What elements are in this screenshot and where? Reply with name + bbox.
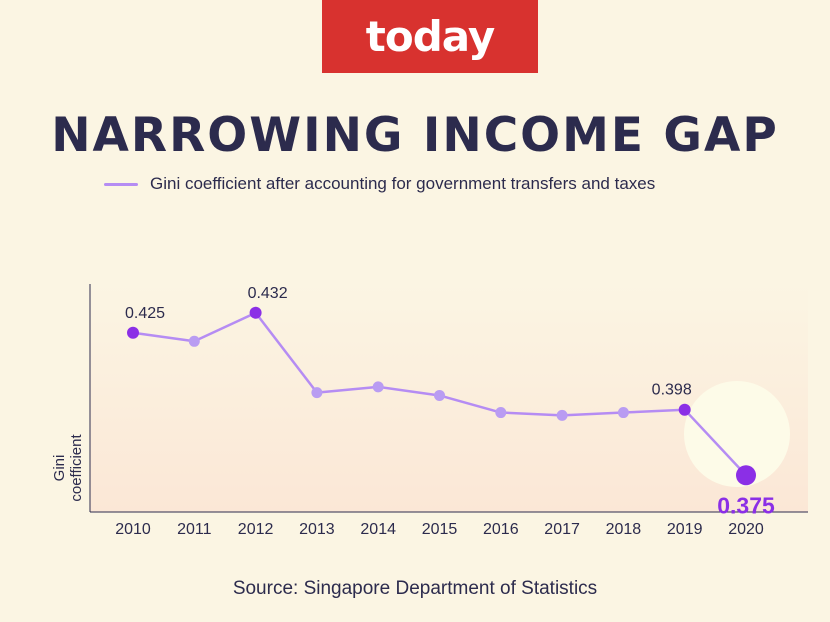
- logo-text: today: [365, 12, 495, 61]
- x-tick-label: 2019: [667, 521, 703, 538]
- data-label: 0.375: [717, 492, 775, 518]
- data-label: 0.432: [248, 285, 288, 302]
- x-tick-label: 2018: [606, 521, 642, 538]
- data-point: [495, 407, 507, 419]
- data-point: [311, 387, 323, 399]
- x-tick-label: 2017: [544, 521, 580, 538]
- brand-logo: today: [322, 0, 538, 73]
- chart-legend: Gini coefficient after accounting for go…: [104, 174, 655, 194]
- legend-label: Gini coefficient after accounting for go…: [150, 174, 656, 193]
- x-tick-label: 2015: [422, 521, 458, 538]
- highlight-halo: [684, 381, 790, 487]
- x-tick-label: 2010: [115, 521, 151, 538]
- page-title: NARROWING INCOME GAP: [51, 108, 779, 163]
- data-point: [188, 335, 200, 347]
- data-label: 0.398: [652, 382, 692, 399]
- data-label: 0.425: [125, 305, 165, 322]
- legend-swatch: [104, 182, 138, 186]
- x-tick-label: 2013: [299, 521, 335, 538]
- data-point: [617, 407, 629, 419]
- data-point: [678, 403, 691, 416]
- y-axis-label: Ginicoefficient: [51, 434, 85, 502]
- x-tick-label: 2014: [360, 521, 396, 538]
- x-tick-label: 2020: [728, 521, 764, 538]
- data-point: [372, 381, 384, 393]
- source-note: Source: Singapore Department of Statisti…: [232, 578, 598, 599]
- data-point: [556, 409, 568, 421]
- x-tick-label: 2016: [483, 521, 519, 538]
- data-point: [249, 306, 262, 319]
- data-point: [127, 326, 139, 339]
- data-point: [736, 465, 756, 486]
- data-point: [434, 389, 445, 401]
- x-tick-label: 2012: [238, 521, 274, 538]
- x-tick-label: 2011: [177, 521, 212, 538]
